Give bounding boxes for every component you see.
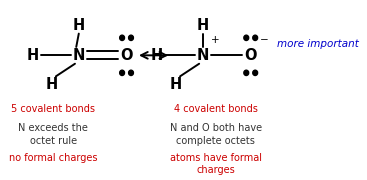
Text: no formal charges: no formal charges [9, 153, 98, 163]
Text: N: N [197, 48, 209, 63]
Text: complete octets: complete octets [176, 136, 255, 146]
Circle shape [120, 35, 124, 40]
Circle shape [128, 35, 134, 40]
Text: H: H [197, 18, 209, 33]
Text: N and O both have: N and O both have [170, 123, 262, 133]
Circle shape [244, 35, 249, 40]
Text: atoms have formal: atoms have formal [170, 153, 262, 163]
Text: O: O [244, 48, 257, 63]
Text: H: H [73, 18, 85, 33]
Text: H: H [151, 48, 163, 63]
Text: +: + [211, 35, 219, 45]
Circle shape [128, 70, 134, 75]
Text: O: O [120, 48, 133, 63]
Text: charges: charges [196, 165, 235, 175]
Circle shape [244, 70, 249, 75]
Circle shape [253, 70, 258, 75]
Text: N exceeds the: N exceeds the [18, 123, 88, 133]
Text: N: N [73, 48, 85, 63]
Text: more important: more important [277, 39, 359, 49]
Text: H: H [170, 77, 182, 92]
Text: octet rule: octet rule [30, 136, 77, 146]
Text: 4 covalent bonds: 4 covalent bonds [174, 104, 258, 114]
Circle shape [120, 70, 124, 75]
Circle shape [253, 35, 258, 40]
Text: H: H [46, 77, 58, 92]
Text: H: H [27, 48, 39, 63]
Text: −: − [260, 35, 269, 45]
Text: 5 covalent bonds: 5 covalent bonds [11, 104, 95, 114]
